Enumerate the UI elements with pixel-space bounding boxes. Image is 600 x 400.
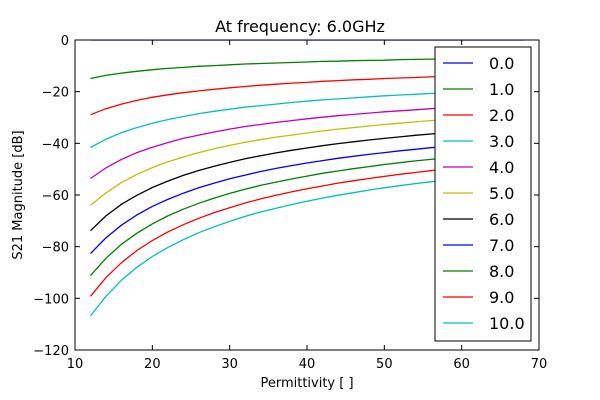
legend-label-3: 3.0 [489, 132, 514, 151]
x-tick-label-1: 20 [144, 357, 161, 372]
x-tick-label-2: 30 [221, 357, 238, 372]
x-tick-label-0: 10 [67, 357, 84, 372]
y-tick-label-2: −40 [42, 137, 69, 152]
x-tick-label-5: 60 [453, 357, 470, 372]
legend-label-7: 7.0 [489, 236, 514, 255]
legend-label-1: 1.0 [489, 80, 514, 99]
legend-label-6: 6.0 [489, 210, 514, 229]
legend-label-4: 4.0 [489, 158, 514, 177]
y-tick-label-6: −120 [33, 344, 69, 359]
x-tick-label-3: 40 [299, 357, 316, 372]
chart-title: At frequency: 6.0GHz [215, 17, 385, 36]
y-tick-label-1: −20 [42, 86, 69, 101]
legend-label-0: 0.0 [489, 54, 514, 73]
legend-label-10: 10.0 [489, 314, 525, 333]
legend-label-8: 8.0 [489, 262, 514, 281]
legend-box [434, 46, 532, 342]
plot-area: 10 20 30 40 50 60 70 0 −20 −40 −60 −80 −100 −120 0.0 1.… [33, 34, 547, 372]
y-axis-title: S21 Magnitude [dB] [11, 130, 26, 259]
legend-label-5: 5.0 [489, 184, 514, 203]
y-tick-label-5: −100 [33, 292, 69, 307]
x-tick-label-4: 50 [376, 357, 393, 372]
y-tick-label-3: −60 [42, 189, 69, 204]
y-tick-label-4: −80 [42, 241, 69, 256]
legend-label-2: 2.0 [489, 106, 514, 125]
y-tick-label-0: 0 [61, 34, 69, 49]
x-tick-label-6: 70 [531, 357, 548, 372]
legend-label-9: 9.0 [489, 288, 514, 307]
x-axis-title: Permittivity [ ] [260, 376, 353, 391]
